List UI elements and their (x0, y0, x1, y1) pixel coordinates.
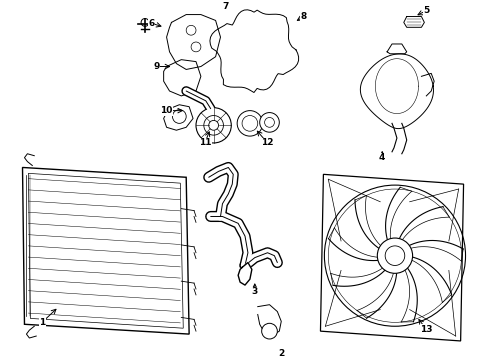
Circle shape (237, 111, 263, 136)
Polygon shape (360, 54, 434, 129)
Text: 5: 5 (423, 6, 429, 15)
Text: 13: 13 (420, 325, 433, 334)
Polygon shape (164, 105, 193, 130)
Text: 6: 6 (149, 19, 155, 28)
Text: 7: 7 (222, 2, 229, 11)
Polygon shape (23, 167, 189, 334)
Text: 12: 12 (261, 139, 274, 148)
Text: 2: 2 (278, 349, 284, 358)
Text: 1: 1 (39, 318, 45, 327)
Polygon shape (238, 262, 252, 285)
Text: 3: 3 (252, 287, 258, 296)
Polygon shape (320, 174, 464, 341)
Circle shape (196, 108, 231, 143)
Text: 4: 4 (379, 153, 386, 162)
Circle shape (262, 323, 277, 339)
Text: 9: 9 (153, 62, 160, 71)
Text: 8: 8 (301, 12, 307, 21)
Circle shape (377, 238, 413, 273)
Polygon shape (404, 17, 424, 27)
Polygon shape (210, 10, 298, 93)
Polygon shape (167, 14, 220, 69)
Polygon shape (164, 60, 201, 96)
Circle shape (260, 113, 279, 132)
Polygon shape (387, 44, 407, 54)
Text: 10: 10 (160, 106, 173, 115)
Polygon shape (258, 305, 281, 336)
Text: 11: 11 (198, 139, 211, 148)
